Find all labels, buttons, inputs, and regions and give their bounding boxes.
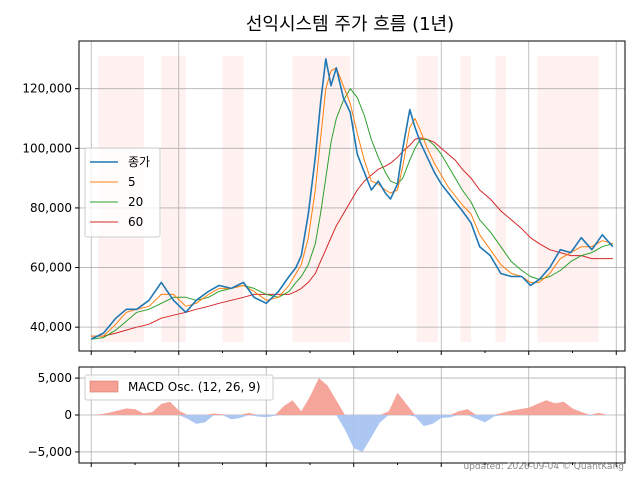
footer-credit: updated: 2026-09-04 © QuantKang — [463, 462, 624, 472]
shaded-span-2 — [222, 55, 244, 343]
macd-x-axis — [90, 463, 617, 467]
legend-label-1: 5 — [128, 175, 136, 189]
main-series-lines — [90, 58, 614, 340]
series-line-0 — [90, 58, 614, 340]
main-legend: 종가 5 20 60 — [84, 147, 161, 238]
shaded-span-7 — [537, 55, 599, 343]
main-x-axis — [90, 351, 617, 355]
main-y-axis: 40,000 60,000 80,000 100,000 120,000 — [22, 82, 79, 334]
main-ytick-label-3: 100,000 — [22, 141, 72, 155]
macd-areas — [91, 378, 613, 452]
shaded-span-6 — [495, 55, 506, 343]
macd-legend-label: MACD Osc. (12, 26, 9) — [128, 380, 261, 394]
shaded-span-4 — [416, 55, 438, 343]
shaded-span-5 — [460, 55, 471, 343]
series-line-1 — [91, 67, 613, 337]
macd-positive-area — [91, 378, 613, 415]
macd-ytick-label-1: 0 — [64, 408, 72, 422]
main-ytick-label-1: 60,000 — [30, 261, 72, 275]
macd-legend: MACD Osc. (12, 26, 9) — [84, 374, 274, 401]
series-line-2 — [91, 88, 613, 340]
series-line-3 — [91, 137, 613, 337]
macd-negative-area — [91, 415, 613, 452]
macd-legend-swatch — [89, 380, 119, 393]
chart-title: 선익시스템 주가 흐름 (1년) — [246, 14, 454, 35]
macd-ytick-label-2: 5,000 — [38, 371, 72, 385]
legend-label-3: 60 — [128, 215, 143, 229]
legend-label-0: 종가 — [128, 155, 150, 169]
shaded-spans — [98, 55, 599, 343]
main-ytick-label-4: 120,000 — [22, 82, 72, 96]
main-ytick-label-0: 40,000 — [30, 320, 72, 334]
main-ytick-label-2: 80,000 — [30, 201, 72, 215]
macd-ytick-label-0: −5,000 — [28, 445, 72, 459]
shaded-span-3 — [292, 55, 351, 343]
legend-label-2: 20 — [128, 195, 143, 209]
main-plot-frame — [78, 40, 626, 352]
macd-y-axis: −5,000 0 5,000 — [28, 371, 79, 459]
